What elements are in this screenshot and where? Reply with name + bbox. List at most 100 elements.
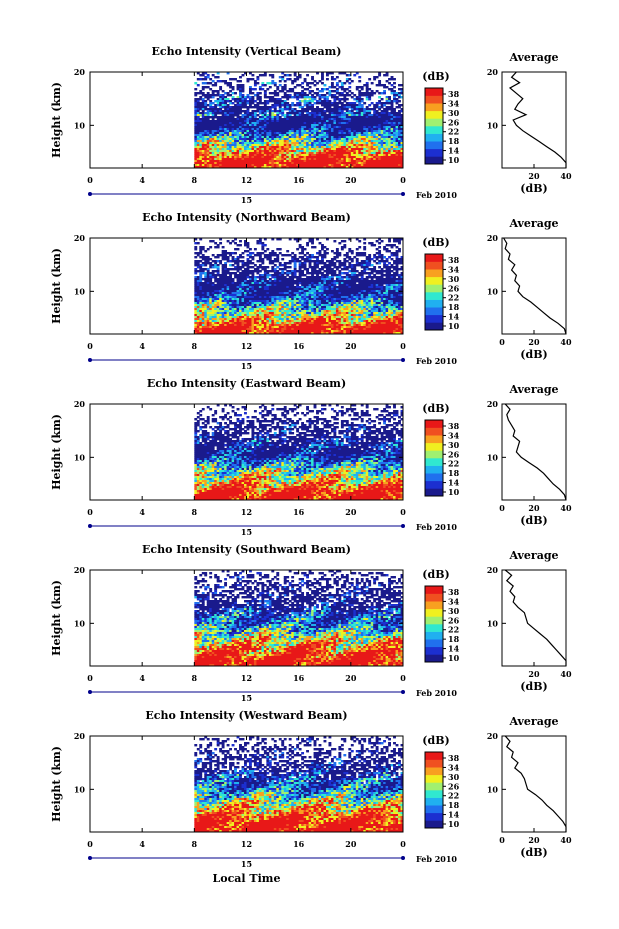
heatmap-cell <box>211 282 215 285</box>
heatmap-cell <box>293 104 297 107</box>
heatmap-cell <box>261 274 265 277</box>
heatmap-cell <box>258 98 262 101</box>
heatmap-cell <box>363 166 367 169</box>
heatmap-cell <box>311 118 314 121</box>
heatmap-cell <box>330 90 334 93</box>
heatmap-cell <box>360 296 364 299</box>
heatmap-cell <box>385 114 389 117</box>
heatmap-cell <box>301 86 305 89</box>
heatmap-cell <box>201 116 205 119</box>
heatmap-cell <box>268 282 272 285</box>
heatmap-cell <box>338 154 342 157</box>
heatmap-cell <box>358 102 362 105</box>
heatmap-cell <box>281 90 285 93</box>
heatmap-cell <box>316 144 319 147</box>
heatmap-cell <box>343 126 347 129</box>
heatmap-cell <box>316 256 319 259</box>
heatmap-cell <box>214 162 218 165</box>
heatmap-cell <box>378 102 382 105</box>
heatmap-cell <box>271 118 275 121</box>
heatmap-cell <box>244 118 247 121</box>
heatmap-cell <box>303 254 307 257</box>
heatmap-cell <box>288 120 292 123</box>
heatmap-cell <box>221 288 225 291</box>
heatmap-cell <box>343 118 347 121</box>
heatmap-cell <box>291 296 295 299</box>
heatmap-cell <box>276 120 280 123</box>
heatmap-cell <box>323 88 327 91</box>
heatmap-cell <box>293 118 297 121</box>
heatmap-cell <box>328 272 332 275</box>
heatmap-cell <box>214 278 218 281</box>
heatmap-cell <box>271 154 275 157</box>
heatmap-cell <box>316 106 319 109</box>
heatmap-cell <box>333 132 337 135</box>
heatmap-cell <box>239 150 242 153</box>
heatmap-cell <box>306 138 309 141</box>
heatmap-cell <box>256 106 260 109</box>
heatmap-cell <box>333 90 337 93</box>
heatmap-cell <box>360 152 364 155</box>
heatmap-cell <box>308 158 312 161</box>
heatmap-cell <box>363 294 367 297</box>
heatmap-cell <box>219 160 223 163</box>
heatmap-cell <box>244 262 247 265</box>
heatmap-cell <box>338 118 342 121</box>
heatmap-cell <box>206 98 210 101</box>
heatmap-cell <box>308 128 312 131</box>
heatmap-cell <box>231 162 235 165</box>
heatmap-cell <box>330 126 334 129</box>
heatmap-cell <box>194 268 198 271</box>
heatmap-cell <box>239 288 242 291</box>
heatmap-cell <box>370 134 374 137</box>
heatmap-cell <box>313 286 317 289</box>
heatmap-cell <box>345 140 349 143</box>
heatmap-cell <box>211 130 215 133</box>
heatmap-cell <box>239 128 242 131</box>
heatmap-cell <box>253 270 257 273</box>
heatmap-cell <box>308 296 312 299</box>
heatmap-cell <box>286 154 290 157</box>
heatmap-cell <box>390 112 394 115</box>
heatmap-cell <box>306 270 309 273</box>
heatmap-cell <box>353 286 357 289</box>
heatmap-cell <box>204 96 208 99</box>
heatmap-cell <box>221 138 225 141</box>
heatmap-cell <box>393 132 396 135</box>
heatmap-cell <box>316 162 319 165</box>
heatmap-cell <box>306 140 309 143</box>
heatmap-cell <box>340 122 344 125</box>
heatmap-cell <box>273 264 277 267</box>
heatmap-cell <box>276 258 280 261</box>
heatmap-cell <box>400 276 404 279</box>
heatmap-cell <box>318 254 322 257</box>
heatmap-cell <box>258 242 262 245</box>
heatmap-cell <box>219 98 223 101</box>
heatmap-cell <box>258 252 262 255</box>
heatmap-cell <box>204 290 208 293</box>
heatmap-cell <box>261 74 265 77</box>
heatmap-cell <box>201 112 205 115</box>
heatmap-cell <box>301 136 305 139</box>
heatmap-cell <box>291 274 295 277</box>
heatmap-cell <box>241 138 245 141</box>
heatmap-cell <box>353 150 357 153</box>
heatmap-cell <box>216 148 220 151</box>
heatmap-cell <box>313 108 317 111</box>
heatmap-cell <box>333 286 337 289</box>
heatmap-cell <box>328 140 332 143</box>
heatmap-cell <box>253 104 257 107</box>
heatmap-cell <box>241 106 245 109</box>
heatmap-cell <box>358 132 362 135</box>
heatmap-cell <box>373 148 377 151</box>
heatmap-cell <box>241 148 245 151</box>
heatmap-cell <box>258 284 262 287</box>
heatmap-cell <box>365 148 369 151</box>
heatmap-cell <box>226 130 230 133</box>
heatmap-cell <box>224 252 228 255</box>
heatmap-cell <box>246 290 250 293</box>
heatmap-cell <box>330 104 334 107</box>
heatmap-cell <box>253 254 257 257</box>
heatmap-cell <box>363 268 367 271</box>
heatmap-cell <box>244 286 247 289</box>
